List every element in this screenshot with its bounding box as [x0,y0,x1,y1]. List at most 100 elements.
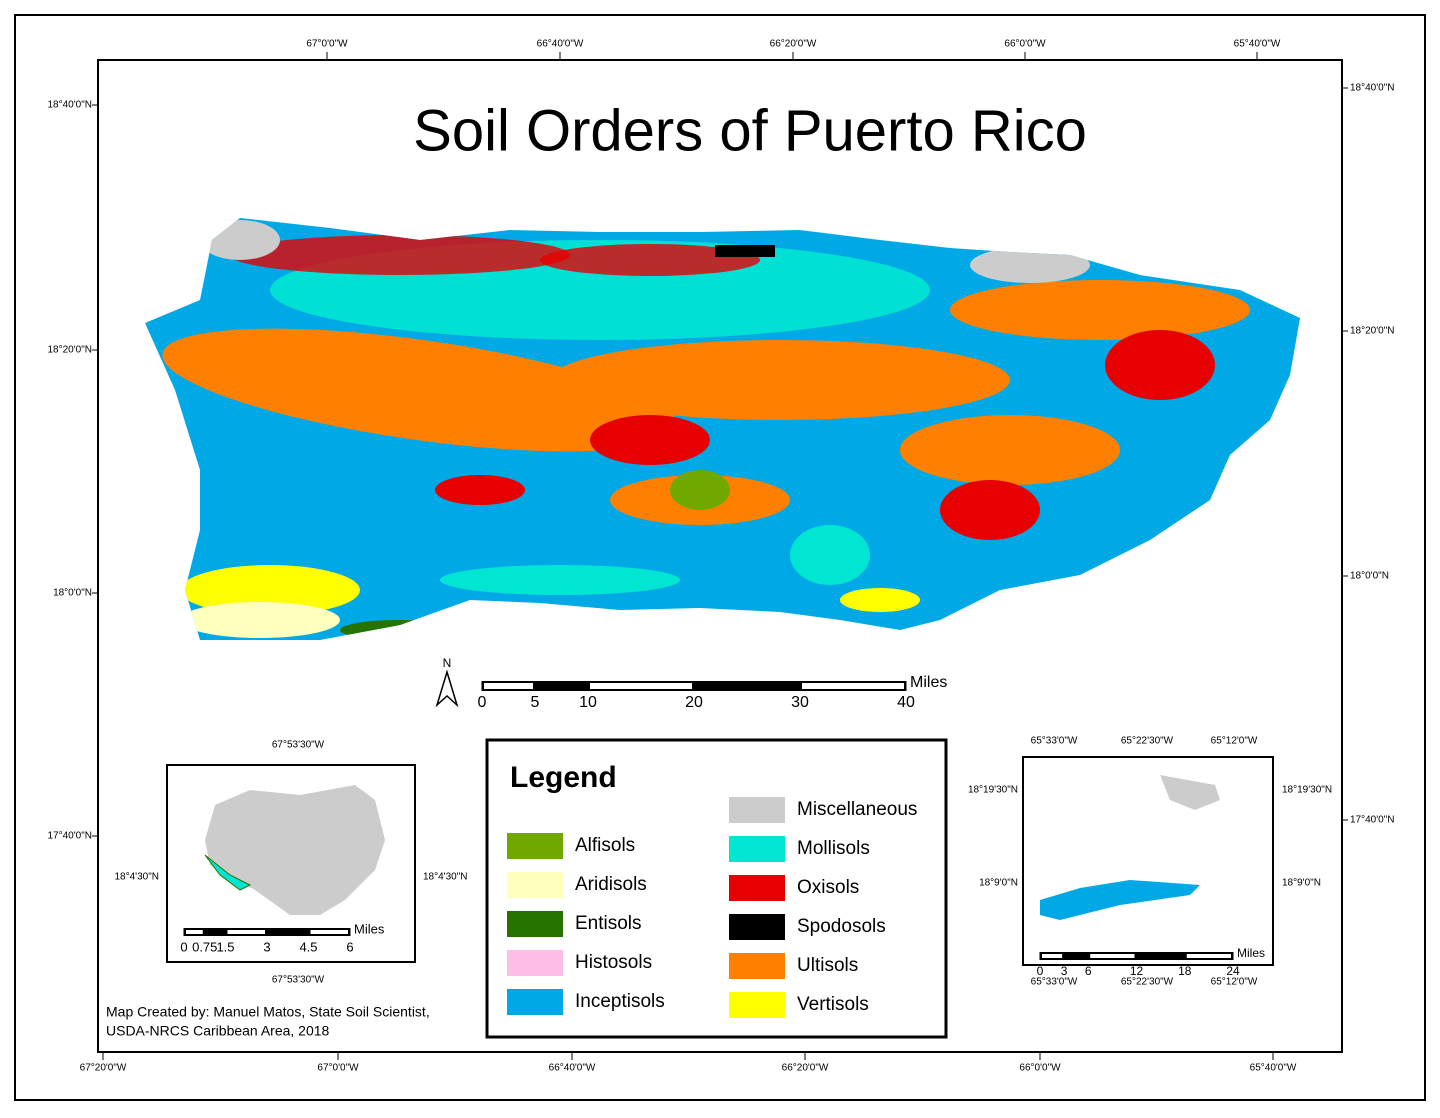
legend-label: Vertisols [797,994,869,1015]
legend-swatch [507,872,563,898]
scale-label: 6 [1085,964,1092,978]
scale-label: 10 [579,694,597,711]
credit-line: Map Created by: Manuel Matos, State Soil… [106,1004,430,1020]
vieques-island [1040,880,1200,920]
legend-label: Oxisols [797,877,859,898]
scale-segment [590,683,692,689]
scale-unit: Miles [1237,946,1265,960]
legend-swatch [729,875,785,901]
inset-label: 65°33'0"W [1031,736,1078,747]
mona-coast [204,854,252,891]
scale-label: 5 [531,694,540,711]
scale-label: 0 [180,939,187,954]
scale-label: 0 [1037,964,1044,978]
scale-label: 12 [1130,964,1144,978]
legend-label: Miscellaneous [797,799,917,820]
inset-label: 67°53'30"W [272,740,325,751]
inset-label: 67°53'30"W [272,975,325,986]
scale-label: 18 [1178,964,1192,978]
legend-swatch [507,833,563,859]
inset-label: 65°22'30"W [1121,736,1174,747]
mona-island [205,785,385,915]
map-title: Soil Orders of Puerto Rico [413,98,1087,163]
legend-swatch [729,953,785,979]
graticule-label: 18°40'0"N [48,100,93,111]
legend-swatch [507,950,563,976]
scale-unit: Miles [910,674,947,691]
graticule-label: 66°0'0"W [1019,1063,1061,1074]
scale-segment [1186,954,1231,958]
graticule-label: 18°20'0"N [1350,326,1395,337]
legend-label: Aridisols [575,874,647,895]
scale-label: 30 [791,694,809,711]
inset-label: 18°9'0"N [979,878,1018,889]
inset-label: 65°33'0"W [1031,977,1078,988]
graticule-label: 66°40'0"W [537,39,584,50]
culebra-island [1160,775,1220,810]
scale-label: 0 [478,694,487,711]
legend-label: Alfisols [575,835,635,856]
graticule-label: 66°20'0"W [782,1063,829,1074]
scale-label: 4.5 [299,939,317,954]
graticule-label: 18°20'0"N [48,345,93,356]
legend-swatch [507,989,563,1015]
inset-label: 18°19'30"N [1282,785,1332,796]
graticule-label: 67°20'0"W [80,1063,127,1074]
scale-segment [484,683,533,689]
map-frame [97,59,1343,1053]
scale-segment [1090,954,1135,958]
legend-swatch [729,836,785,862]
outer-frame [14,14,1426,1101]
legend-swatch [729,914,785,940]
north-arrow [435,669,459,708]
inset-label: 18°19'30"N [968,785,1018,796]
legend-label: Ultisols [797,955,858,976]
scale-label: 20 [685,694,703,711]
inset-label: 18°9'0"N [1282,878,1321,889]
legend-title: Legend [510,761,617,794]
legend-swatch [507,911,563,937]
graticule-label: 65°40'0"W [1250,1063,1297,1074]
scale-segment [186,930,203,934]
scale-segment [310,930,348,934]
legend-box [485,738,948,1039]
scale-label: 40 [897,694,915,711]
graticule-label: 18°40'0"N [1350,83,1395,94]
scale-label: 0.75 [192,939,217,954]
inset-label: 65°12'0"W [1211,736,1258,747]
graticule-label: 66°20'0"W [770,39,817,50]
legend-label: Entisols [575,913,642,934]
graticule-label: 66°0'0"W [1004,39,1046,50]
scale-unit: Miles [354,921,385,936]
legend-swatch [729,797,785,823]
legend-label: Inceptisols [575,991,665,1012]
inset-east-frame [1022,756,1274,966]
scale-label: 24 [1226,964,1240,978]
inset-label: 65°12'0"W [1211,977,1258,988]
legend-label: Spodosols [797,916,886,937]
graticule-label: 18°0'0"N [53,588,92,599]
scale-segment [802,683,904,689]
scale-label: 3 [263,939,270,954]
inset-label: 65°22'30"W [1121,977,1174,988]
scale-label: 1.5 [216,939,234,954]
scale-segment [227,930,265,934]
legend-label: Histosols [575,952,652,973]
scale-label: 6 [346,939,353,954]
graticule-label: 65°40'0"W [1234,39,1281,50]
inset-label: 18°4'30"N [423,872,468,883]
legend-label: Mollisols [797,838,870,859]
graticule-label: 66°40'0"W [549,1063,596,1074]
credit-line: USDA-NRCS Caribbean Area, 2018 [106,1023,330,1039]
legend-swatch [729,992,785,1018]
graticule-label: 17°40'0"N [1350,815,1395,826]
north-label: N [443,656,452,670]
graticule-label: 67°0'0"W [317,1063,359,1074]
inset-label: 18°4'30"N [115,872,160,883]
graticule-label: 18°0'0"N [1350,571,1389,582]
scale-segment [1042,954,1063,958]
graticule-label: 17°40'0"N [48,831,93,842]
island [145,218,1300,640]
graticule-label: 67°0'0"W [306,39,348,50]
